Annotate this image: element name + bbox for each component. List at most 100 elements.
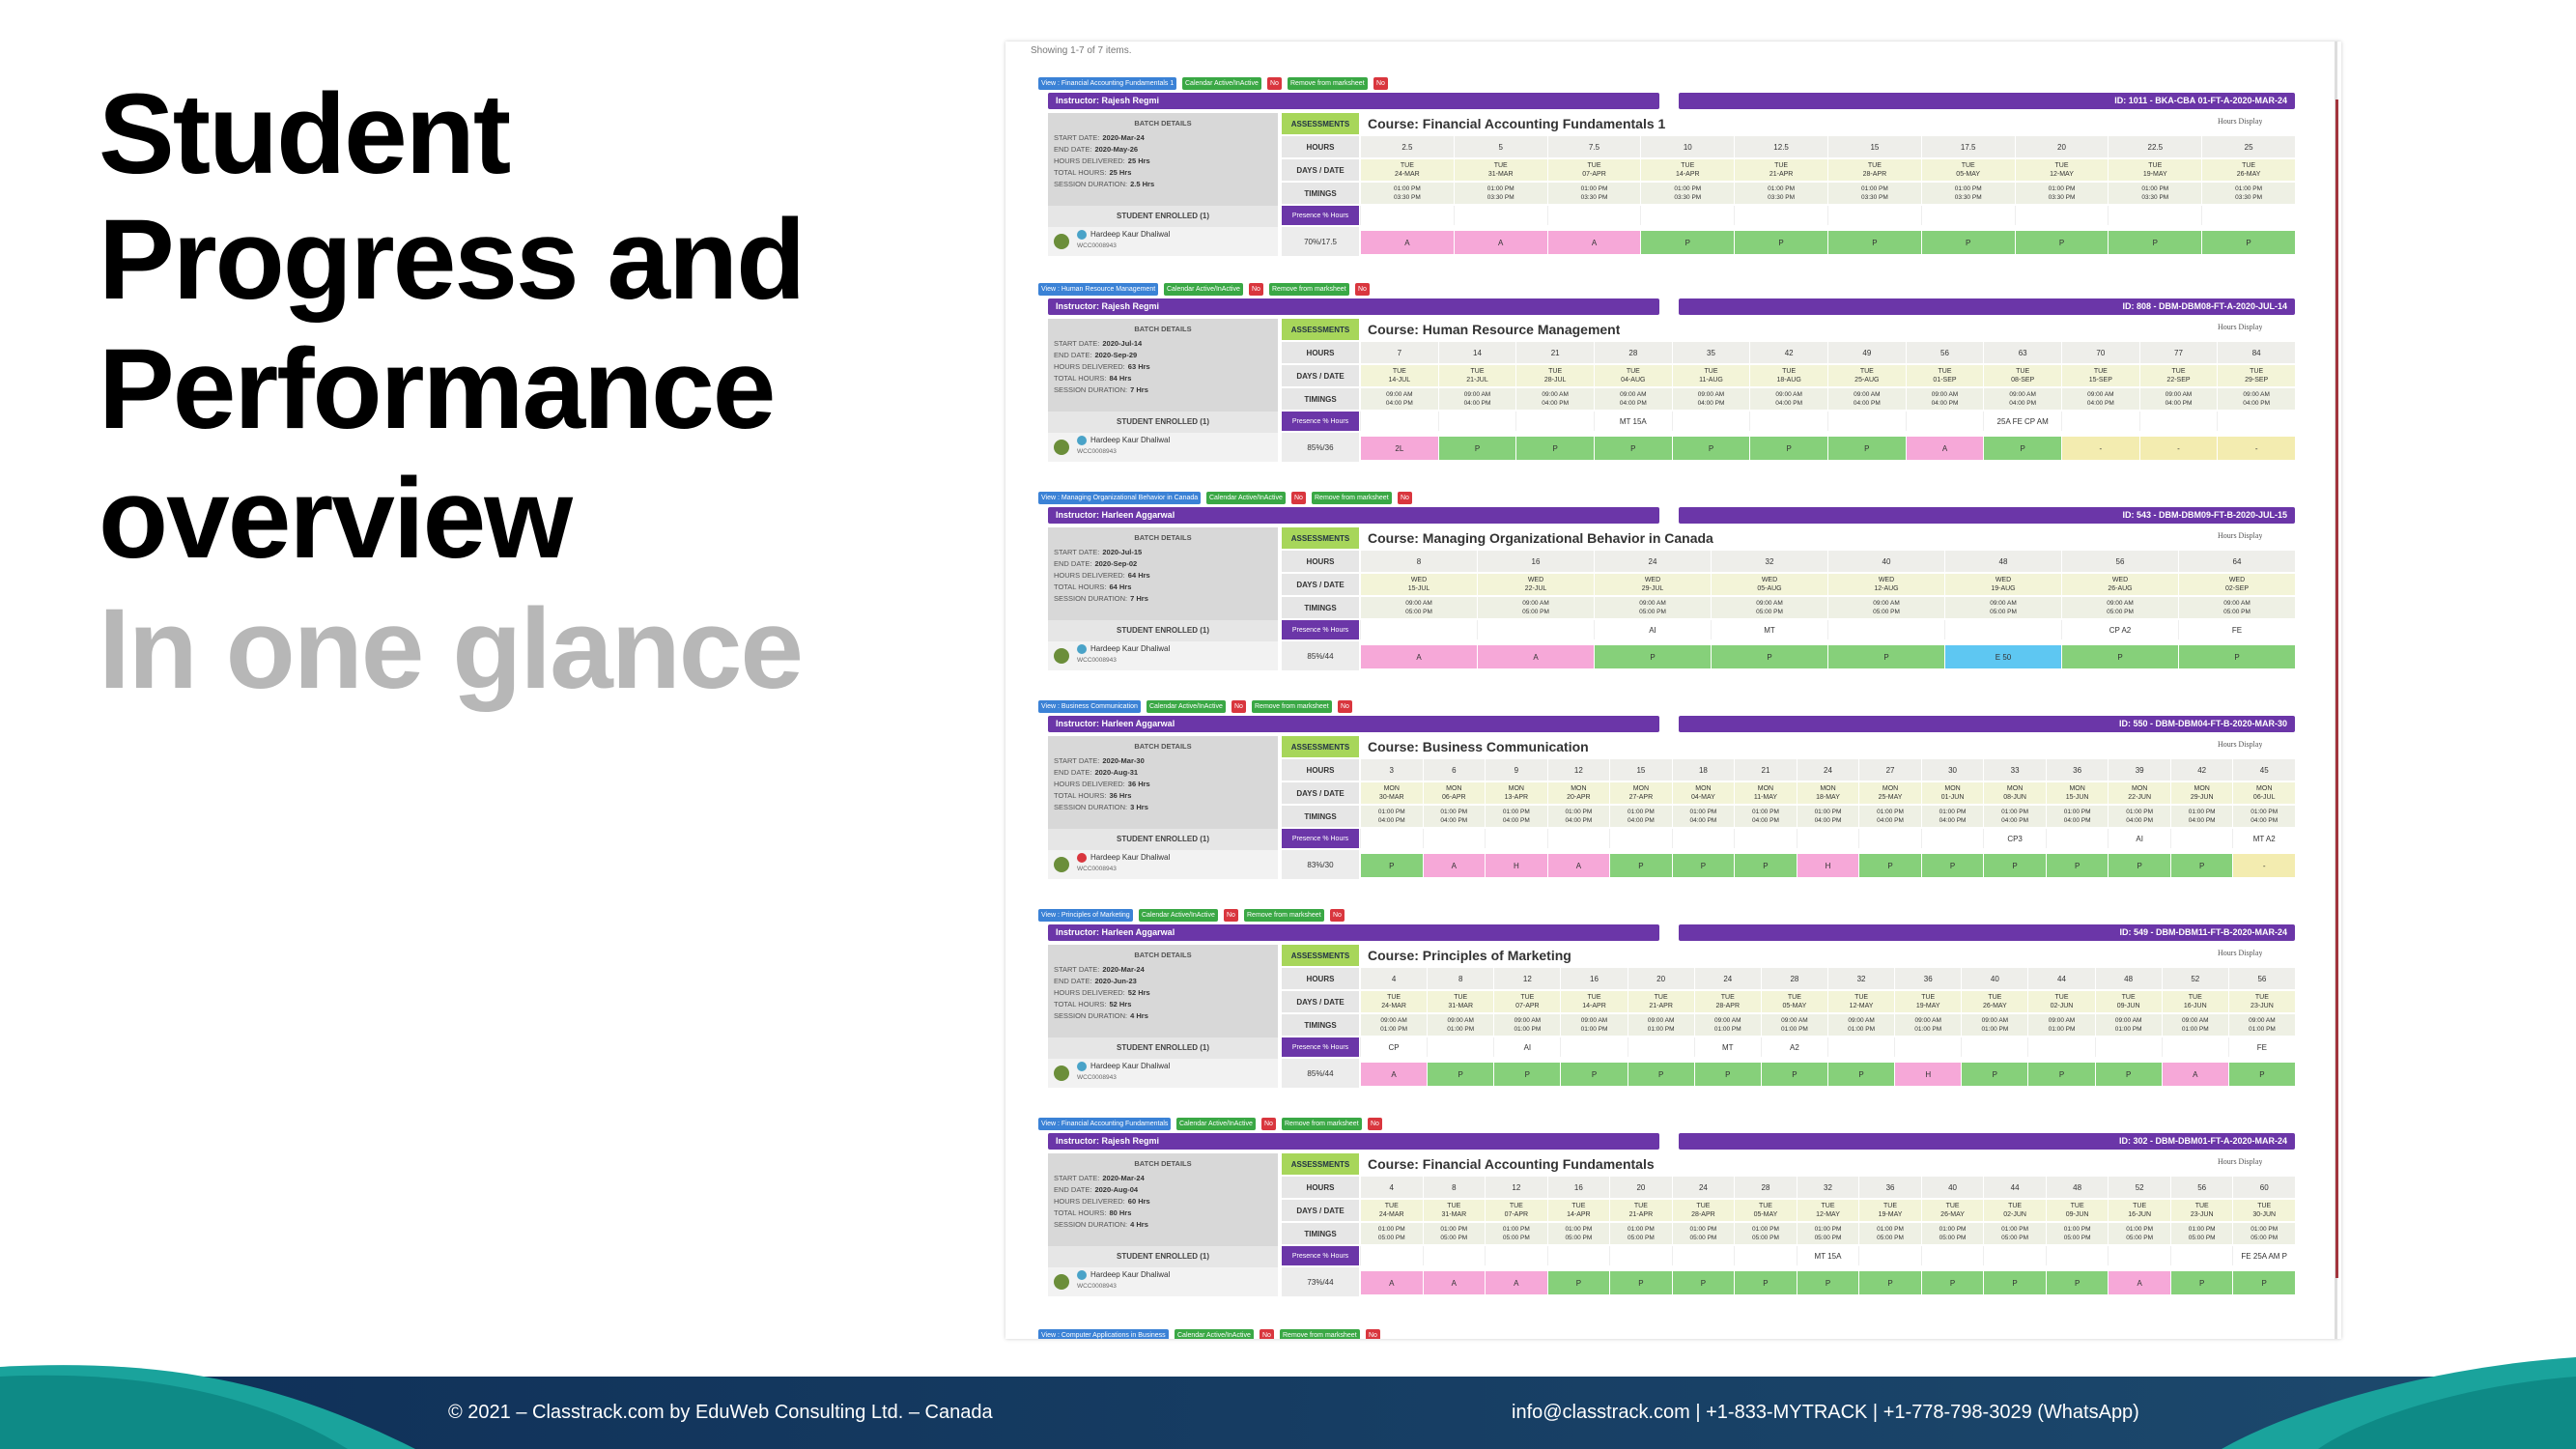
hours-display[interactable]: Hours Display	[2218, 740, 2263, 749]
button[interactable]: View : Financial Accounting Fundamentals	[1038, 1118, 1172, 1130]
timing-cell: 09:00 AM 01:00 PM	[2161, 1014, 2228, 1036]
end-time: 04:00 PM	[1931, 400, 1959, 407]
date: 23-JUN	[2190, 1211, 2214, 1218]
start-time: 01:00 PM	[2063, 1226, 2091, 1233]
weekday: TUE	[1633, 1203, 1648, 1209]
button[interactable]: No	[1368, 1118, 1382, 1130]
attendance-cell: A	[1360, 645, 1477, 668]
attendance-cell: P	[1961, 1063, 2028, 1086]
button[interactable]: No	[1366, 1329, 1380, 1339]
assessment-cell	[1796, 829, 1859, 848]
start-time: 09:00 AM	[2114, 1017, 2142, 1024]
attendance-cell: P	[2227, 1063, 2295, 1086]
end-time: 04:00 PM	[1752, 817, 1779, 824]
button[interactable]: No	[1338, 700, 1352, 713]
batch-row: HOURS DELIVERED: 60 Hrs	[1054, 1196, 1272, 1208]
button[interactable]: Remove from marksheet	[1312, 492, 1392, 504]
hours-display[interactable]: Hours Display	[2218, 949, 2263, 957]
button[interactable]: No	[1249, 283, 1263, 296]
button[interactable]: View : Financial Accounting Fundamentals…	[1038, 77, 1177, 90]
end-time: 05:00 PM	[2063, 1235, 2091, 1241]
weekday: TUE	[1509, 1203, 1523, 1209]
end-time: 01:00 PM	[1514, 1026, 1542, 1033]
hours-cell: 12	[1546, 759, 1610, 781]
button[interactable]: Remove from marksheet	[1280, 1329, 1360, 1339]
date-cell: TUE 31-MAR	[1453, 159, 1547, 181]
button[interactable]: No	[1291, 492, 1306, 504]
hours-cell: 32	[1711, 551, 1827, 572]
end-time: 01:00 PM	[1781, 1026, 1808, 1033]
button[interactable]: No	[1355, 283, 1370, 296]
button[interactable]: No	[1231, 700, 1246, 713]
weekday: TUE	[1400, 162, 1414, 169]
batch-row: TOTAL HOURS: 64 Hrs	[1054, 582, 1272, 593]
batch-label: END DATE:	[1054, 351, 1092, 359]
weekday: TUE	[2188, 994, 2202, 1001]
button[interactable]: Remove from marksheet	[1282, 1118, 1362, 1130]
date-cell: TUE 28-APR	[1671, 1200, 1735, 1221]
button[interactable]: View : Computer Applications in Business	[1038, 1329, 1169, 1339]
batch-label: SESSION DURATION:	[1054, 180, 1128, 188]
button[interactable]: Remove from marksheet	[1288, 77, 1368, 90]
date: 19-MAY	[1878, 1211, 1903, 1218]
presence-value: 85%/44	[1282, 641, 1359, 670]
button[interactable]: View : Managing Organizational Behavior …	[1038, 492, 1202, 504]
button[interactable]: Calendar Active/InActive	[1146, 700, 1226, 713]
batch-value: 2020-May-26	[1094, 145, 1139, 154]
button[interactable]: Calendar Active/InActive	[1164, 283, 1243, 296]
button[interactable]: No	[1373, 77, 1388, 90]
weekday: MON	[1695, 785, 1712, 792]
button[interactable]: View : Principles of Marketing	[1038, 909, 1133, 922]
button[interactable]: Calendar Active/InActive	[1175, 1329, 1254, 1339]
presence-label: Presence % Hours	[1282, 206, 1359, 225]
attendance-cell: P	[1671, 437, 1750, 460]
student-name: Hardeep Kaur Dhaliwal	[1090, 853, 1171, 862]
button[interactable]: Remove from marksheet	[1244, 909, 1324, 922]
student-id: WCC0008943	[1077, 866, 1117, 872]
weekday: WED	[2111, 577, 2129, 583]
button[interactable]: No	[1260, 1329, 1274, 1339]
attendance-cell: P	[1515, 437, 1594, 460]
button[interactable]: No	[1398, 492, 1412, 504]
button[interactable]: Calendar Active/InActive	[1176, 1118, 1256, 1130]
start-time: 01:00 PM	[1814, 809, 1842, 815]
assessment-cell	[2201, 206, 2295, 225]
end-time: 05:00 PM	[1756, 609, 1783, 615]
button[interactable]: Remove from marksheet	[1252, 700, 1332, 713]
hours-cell: 20	[1609, 1177, 1672, 1198]
button[interactable]: No	[1267, 77, 1282, 90]
date: 29-JUN	[2190, 794, 2214, 801]
hours-display[interactable]: Hours Display	[2218, 117, 2263, 126]
timing-cell: 01:00 PM 03:30 PM	[1546, 183, 1641, 204]
date: 04-AUG	[1621, 377, 1646, 384]
scroll-thumb[interactable]	[2335, 99, 2338, 1278]
button[interactable]: Remove from marksheet	[1269, 283, 1349, 296]
hours-display[interactable]: Hours Display	[2218, 531, 2263, 540]
date: 07-APR	[1582, 171, 1606, 178]
button[interactable]: Calendar Active/InActive	[1206, 492, 1286, 504]
end-time: 04:00 PM	[1939, 817, 1967, 824]
assessment-cell	[1609, 1246, 1672, 1265]
button[interactable]: View : Business Communication	[1038, 700, 1141, 713]
weekday: MON	[2256, 785, 2273, 792]
assessment-cell	[2161, 1037, 2228, 1057]
hours-cell: 48	[1944, 551, 2061, 572]
button[interactable]: No	[1224, 909, 1238, 922]
row-label: TIMINGS	[1282, 183, 1359, 204]
timing-cell: 09:00 AM 04:00 PM	[1515, 388, 1594, 410]
batch-row: TOTAL HOURS: 84 Hrs	[1054, 373, 1272, 384]
button[interactable]: Calendar Active/InActive	[1182, 77, 1261, 90]
date: 01-SEP	[1933, 377, 1957, 384]
end-time: 01:00 PM	[1713, 1026, 1741, 1033]
button[interactable]: No	[1261, 1118, 1276, 1130]
timing-cell: 09:00 AM 05:00 PM	[1477, 597, 1594, 618]
hours-display[interactable]: Hours Display	[2218, 323, 2263, 331]
button[interactable]: View : Human Resource Management	[1038, 283, 1159, 296]
batch-label: START DATE:	[1054, 756, 1100, 765]
button[interactable]: No	[1330, 909, 1345, 922]
hours-display[interactable]: Hours Display	[2218, 1157, 2263, 1166]
batch-value: 52 Hrs	[1109, 1000, 1132, 1009]
button[interactable]: Calendar Active/InActive	[1139, 909, 1218, 922]
assessments-label: ASSESSMENTS	[1282, 113, 1359, 134]
end-time: 05:00 PM	[1440, 1235, 1468, 1241]
